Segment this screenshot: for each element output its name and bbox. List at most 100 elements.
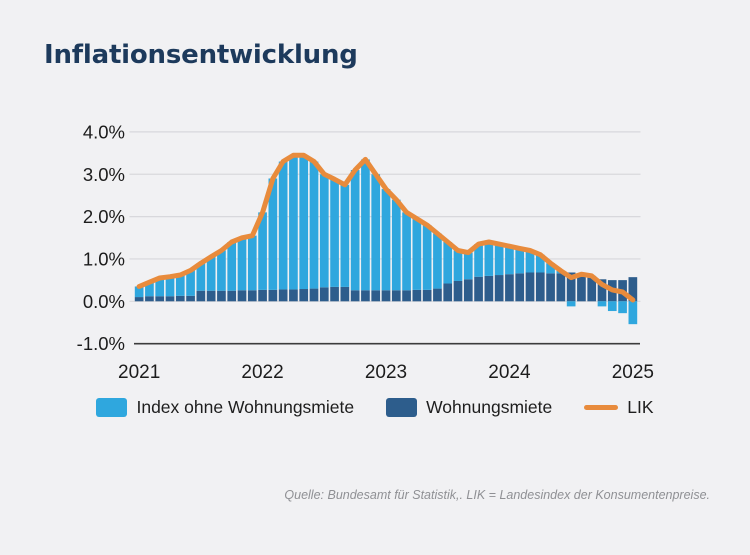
bar-segment-index-ohne-wohnungsmiete bbox=[463, 252, 473, 280]
x-axis-tick-labels: 2021 2022 2023 2024 2025 bbox=[118, 362, 654, 383]
bar-segment-wohnungsmiete bbox=[217, 290, 226, 302]
bar-segment-wohnungsmiete bbox=[268, 289, 278, 302]
bar-segment-wohnungsmiete bbox=[227, 290, 237, 302]
bar-segment-index-ohne-wohnungsmiete bbox=[196, 263, 206, 291]
bar-segment-index-ohne-wohnungsmiete bbox=[505, 246, 514, 275]
bar-segment-index-ohne-wohnungsmiete bbox=[145, 282, 154, 297]
bar-segment-wohnungsmiete bbox=[474, 276, 483, 302]
bar-segment-index-ohne-wohnungsmiete bbox=[155, 278, 165, 297]
bar-segment-index-ohne-wohnungsmiete bbox=[361, 159, 370, 291]
bar-segment-index-ohne-wohnungsmiete bbox=[278, 161, 288, 290]
bar-segment-index-ohne-wohnungsmiete bbox=[412, 218, 422, 290]
x-tick-label: 2025 bbox=[612, 362, 654, 383]
bar-segment-index-ohne-wohnungsmiete bbox=[186, 270, 195, 296]
bar-segment-index-ohne-wohnungsmiete bbox=[433, 233, 442, 289]
bar-segment-index-ohne-wohnungsmiete bbox=[515, 248, 525, 274]
bar-segment-wohnungsmiete bbox=[299, 289, 309, 302]
bar-segment-index-ohne-wohnungsmiete bbox=[453, 250, 463, 281]
bar-segment-wohnungsmiete bbox=[443, 283, 453, 302]
bar-segment-wohnungsmiete bbox=[577, 275, 586, 302]
y-axis-tick-labels: 4.0% 3.0% 2.0% 1.0% 0.0% -1.0% bbox=[77, 121, 125, 354]
bar-segment-index-ohne-wohnungsmiete-negative bbox=[597, 301, 607, 307]
legend-item-wohnungsmiete: Wohnungsmiete bbox=[386, 397, 552, 418]
bar-segment-index-ohne-wohnungsmiete bbox=[546, 263, 555, 274]
bar-segment-wohnungsmiete bbox=[175, 295, 185, 302]
bar-segment-wohnungsmiete bbox=[453, 280, 463, 302]
bar-segment-wohnungsmiete bbox=[165, 296, 175, 302]
lik-line bbox=[136, 152, 636, 303]
bar-segment-index-ohne-wohnungsmiete bbox=[381, 189, 391, 291]
bar-segment-wohnungsmiete bbox=[309, 288, 319, 302]
y-tick-label: 3.0% bbox=[83, 164, 125, 185]
bar-segment-wohnungsmiete bbox=[556, 273, 566, 302]
bar-segment-wohnungsmiete bbox=[361, 290, 370, 302]
bar-segment-wohnungsmiete bbox=[515, 273, 525, 302]
legend-item-index-ohne-wohnungsmiete: Index ohne Wohnungsmiete bbox=[96, 397, 354, 418]
bar-segment-wohnungsmiete bbox=[535, 272, 545, 302]
bar-segment-index-ohne-wohnungsmiete bbox=[309, 161, 319, 289]
bar-segment-wohnungsmiete bbox=[155, 296, 165, 302]
bar-segment-wohnungsmiete bbox=[505, 274, 514, 302]
bar-segment-wohnungsmiete bbox=[196, 290, 206, 302]
bar-segment-wohnungsmiete bbox=[371, 290, 381, 302]
bar-segment-index-ohne-wohnungsmiete bbox=[289, 155, 298, 290]
bar-segment-index-ohne-wohnungsmiete bbox=[371, 174, 381, 291]
bar-segment-wohnungsmiete bbox=[391, 290, 401, 302]
bar-segment-wohnungsmiete bbox=[237, 290, 247, 302]
bar-segment-wohnungsmiete bbox=[206, 290, 216, 302]
bar-segment-wohnungsmiete bbox=[402, 290, 411, 302]
x-tick-label: 2021 bbox=[118, 362, 160, 383]
bar-segment-wohnungsmiete bbox=[289, 289, 298, 302]
bar-segment-index-ohne-wohnungsmiete bbox=[217, 250, 226, 291]
legend-label: LIK bbox=[627, 397, 654, 417]
y-tick-label: 2.0% bbox=[83, 206, 125, 227]
y-tick-label: -1.0% bbox=[77, 333, 125, 354]
bar-segment-wohnungsmiete bbox=[587, 277, 597, 302]
bar-segment-index-ohne-wohnungsmiete bbox=[330, 179, 339, 287]
bar-segment-index-ohne-wohnungsmiete bbox=[237, 237, 247, 291]
bar-segment-index-ohne-wohnungsmiete bbox=[494, 244, 504, 276]
bar-segment-index-ohne-wohnungsmiete bbox=[227, 242, 237, 291]
bar-segment-index-ohne-wohnungsmiete bbox=[299, 155, 309, 290]
bar-segment-wohnungsmiete bbox=[340, 286, 350, 302]
bar-segment-index-ohne-wohnungsmiete bbox=[258, 212, 267, 290]
bar-segment-index-ohne-wohnungsmiete bbox=[165, 276, 175, 297]
bar-segment-wohnungsmiete bbox=[597, 279, 607, 302]
lik-line-path bbox=[136, 152, 636, 303]
bar-segment-index-ohne-wohnungsmiete bbox=[340, 184, 350, 287]
dark-blue-swatch-icon bbox=[386, 398, 418, 417]
bar-segment-index-ohne-wohnungsmiete bbox=[350, 170, 360, 291]
bar-segment-wohnungsmiete bbox=[134, 297, 144, 302]
bar-segment-index-ohne-wohnungsmiete bbox=[422, 225, 432, 290]
bar-segment-wohnungsmiete bbox=[525, 272, 535, 302]
bar-segment-index-ohne-wohnungsmiete bbox=[484, 242, 494, 276]
bar-segment-wohnungsmiete bbox=[186, 295, 195, 302]
bar-segment-wohnungsmiete bbox=[258, 289, 267, 302]
bar-segment-index-ohne-wohnungsmiete bbox=[319, 174, 329, 288]
bar-segment-index-ohne-wohnungsmiete bbox=[206, 256, 216, 291]
legend: Index ohne Wohnungsmiete Wohnungsmiete L… bbox=[0, 397, 750, 418]
bar-segment-index-ohne-wohnungsmiete bbox=[474, 244, 483, 277]
light-blue-swatch-icon bbox=[96, 398, 128, 417]
bar-segment-index-ohne-wohnungsmiete bbox=[402, 212, 411, 291]
bar-segment-wohnungsmiete bbox=[350, 290, 360, 302]
legend-label: Index ohne Wohnungsmiete bbox=[136, 397, 355, 417]
y-tick-label: 1.0% bbox=[83, 248, 125, 269]
y-tick-label: 4.0% bbox=[83, 121, 125, 142]
bar-segment-index-ohne-wohnungsmiete bbox=[525, 250, 535, 273]
bar-segment-wohnungsmiete bbox=[330, 286, 339, 302]
bar-segment-index-ohne-wohnungsmiete-negative bbox=[628, 301, 638, 325]
bar-segment-index-ohne-wohnungsmiete bbox=[443, 242, 453, 284]
bar-segment-wohnungsmiete bbox=[278, 289, 288, 302]
bar-segment-index-ohne-wohnungsmiete bbox=[535, 254, 545, 273]
bar-segment-wohnungsmiete bbox=[381, 290, 391, 302]
bar-segment-index-ohne-wohnungsmiete bbox=[268, 178, 278, 290]
bar-segment-wohnungsmiete bbox=[494, 275, 504, 302]
legend-label: Wohnungsmiete bbox=[426, 397, 553, 417]
bar-segment-index-ohne-wohnungsmiete bbox=[134, 286, 144, 298]
y-tick-label: 0.0% bbox=[83, 291, 125, 312]
bar-segment-wohnungsmiete bbox=[247, 290, 257, 302]
bar-segment-wohnungsmiete bbox=[145, 296, 154, 302]
bar-segment-wohnungsmiete bbox=[433, 288, 442, 302]
bar-segment-index-ohne-wohnungsmiete-negative bbox=[618, 301, 627, 314]
